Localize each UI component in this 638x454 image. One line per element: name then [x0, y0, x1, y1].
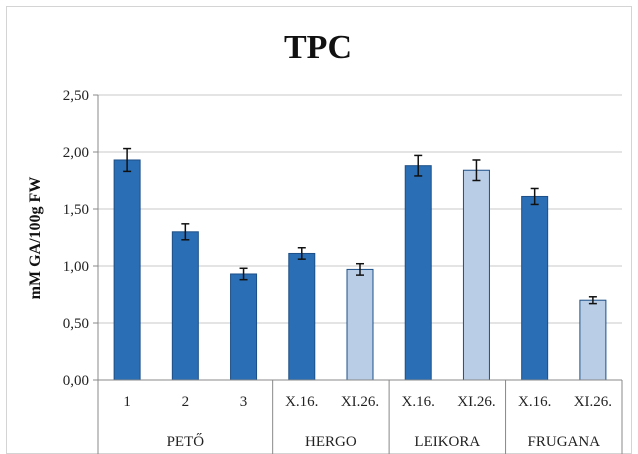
x-category-label: X.16.: [285, 394, 318, 410]
x-category-label: XI.26.: [341, 394, 379, 410]
x-category-label: XI.26.: [457, 394, 495, 410]
y-tick-label: 1,50: [63, 202, 89, 218]
x-group-label: FRUGANA: [528, 434, 601, 450]
bar: [521, 195, 549, 381]
x-group-label: PETŐ: [167, 433, 205, 450]
x-category-label: 1: [123, 394, 131, 410]
bar: [113, 159, 141, 381]
x-category-label: 2: [182, 394, 190, 410]
x-group-label: LEIKORA: [414, 434, 480, 450]
y-tick-label: 0,00: [63, 373, 89, 389]
x-category-label: X.16.: [402, 394, 435, 410]
y-tick-label: 2,00: [63, 145, 89, 161]
x-group-label: HERGO: [305, 434, 357, 450]
chart-title: TPC: [284, 29, 352, 66]
y-tick-label: 1,00: [63, 259, 89, 275]
bar: [579, 299, 607, 381]
bar: [404, 165, 432, 381]
bar: [288, 252, 316, 381]
x-category-label: XI.26.: [574, 394, 612, 410]
y-tick-label: 0,50: [63, 316, 89, 332]
bar: [346, 268, 374, 381]
y-axis-label: mM GA/100g FW: [27, 177, 44, 300]
x-category-label: 3: [240, 394, 248, 410]
y-tick-label: 2,50: [63, 88, 89, 104]
bar: [230, 273, 258, 381]
bar: [171, 231, 199, 381]
x-category-label: X.16.: [518, 394, 551, 410]
bar: [462, 169, 490, 381]
